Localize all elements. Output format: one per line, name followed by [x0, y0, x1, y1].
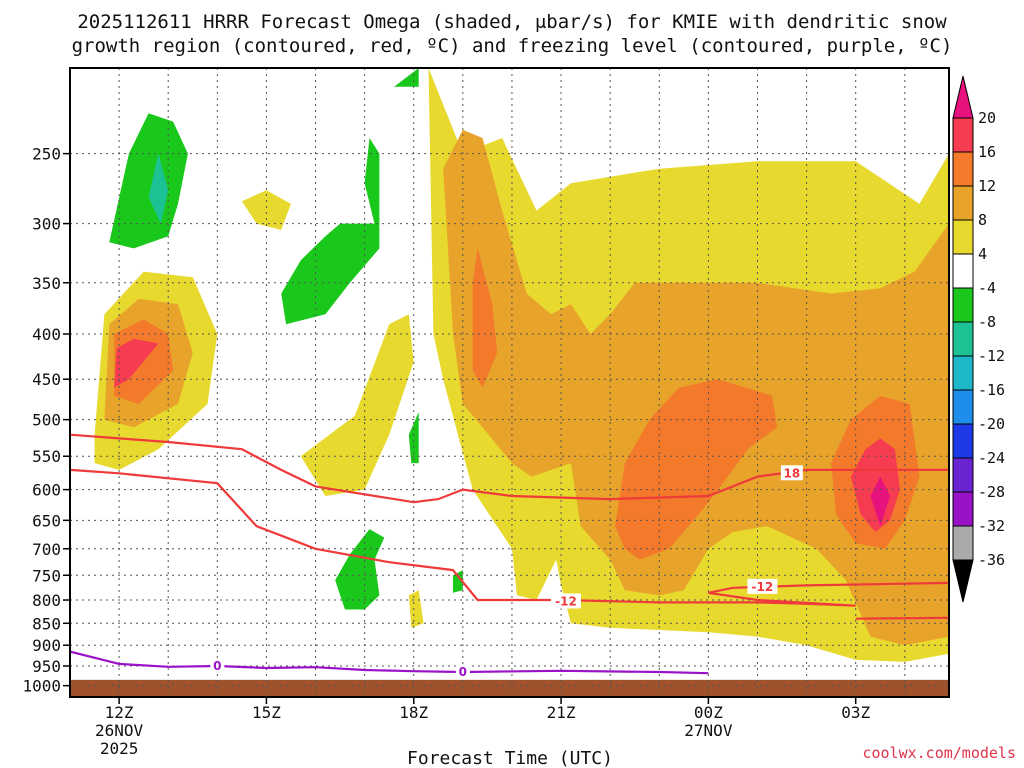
y-tick-label-950: 950	[32, 657, 61, 676]
y-tick-label-750: 750	[32, 566, 61, 585]
colorbar-swatch-0	[952, 117, 974, 153]
x-axis-title: Forecast Time (UTC)	[407, 748, 613, 768]
x-tick-label-00Z: 00Z	[694, 703, 723, 722]
colorbar-swatch-6	[952, 321, 974, 357]
colorbar-label--36: -36	[978, 551, 1005, 569]
omega-shading	[94, 68, 949, 662]
y-tick-label-500: 500	[32, 411, 61, 430]
colorbar-swatch-8	[952, 389, 974, 425]
credit-link[interactable]: coolwx.com/models	[862, 744, 1016, 762]
colorbar-swatch-10	[952, 457, 974, 493]
y-tick-label-850: 850	[32, 614, 61, 633]
colorbar-swatch-9	[952, 423, 974, 459]
y-axis-ticks: 250 300 350 400 450 500 550 600 650 700 750 800 850 9…	[22, 145, 70, 696]
contour-label-bg-4	[455, 663, 470, 679]
y-tick-label-650: 650	[32, 511, 61, 530]
x-tick-label-21Z: 21Z	[547, 703, 576, 722]
contour-dgz-minus18	[70, 433, 949, 504]
contour-label-3: 0	[213, 659, 221, 673]
colorbar-swatch-12	[952, 525, 974, 561]
x-tick-label-03Z: 03Z	[841, 703, 870, 722]
grid-lines	[70, 68, 949, 697]
y-tick-label-400: 400	[32, 325, 61, 344]
colorbar-label--28: -28	[978, 483, 1005, 501]
omega-region-magenta-13	[870, 476, 891, 527]
colorbar-label--4: -4	[978, 279, 996, 297]
x-tick-date-26NOV: 26NOV	[95, 721, 144, 740]
y-tick-label-350: 350	[32, 274, 61, 293]
y-tick-label-700: 700	[32, 540, 61, 559]
colorbar-swatch-1	[952, 151, 974, 187]
plot-frame	[69, 67, 950, 698]
colorbar-swatch-3	[952, 219, 974, 255]
contour-lines	[70, 433, 949, 675]
y-tick-label-800: 800	[32, 591, 61, 610]
y-tick-label-250: 250	[32, 145, 61, 164]
omega-region-orange-2	[114, 319, 174, 404]
omega-region-green-17	[408, 411, 419, 464]
colorbar-swatch-2	[952, 185, 974, 221]
colorbar-label--8: -8	[978, 313, 996, 331]
colorbar-label-12: 12	[978, 177, 996, 195]
x-tick-year-2025: 2025	[100, 739, 139, 758]
colorbar-swatch-7	[952, 355, 974, 391]
y-tick-label-900: 900	[32, 636, 61, 655]
colorbar-swatch-4	[952, 253, 974, 289]
contour-label-bg-0	[780, 465, 803, 481]
contour-label-2: -12	[752, 580, 774, 594]
y-tick-label-600: 600	[32, 481, 61, 500]
colorbar-label-4: 4	[978, 245, 987, 263]
omega-region-green-16	[281, 138, 380, 325]
colorbar-swatch-5	[952, 287, 974, 323]
contour-label-4: 0	[459, 665, 467, 679]
contour-dgz-minus18-lower	[855, 616, 949, 620]
colorbar: 20 16 12 8 4 -4 -8 -12 -16 -20 -24 -28 -32 -36	[952, 75, 1005, 603]
colorbar-label--20: -20	[978, 415, 1005, 433]
omega-region-yellow-4	[241, 190, 291, 230]
colorbar-label-8: 8	[978, 211, 987, 229]
omega-region-orange-10	[615, 379, 778, 560]
x-tick-label-15Z: 15Z	[252, 703, 281, 722]
colorbar-swatch-11	[952, 491, 974, 527]
y-tick-label-300: 300	[32, 215, 61, 234]
contour-label-bg-3	[210, 657, 225, 673]
y-tick-label-1000: 1000	[22, 677, 61, 696]
contour-freezing-level	[70, 650, 709, 675]
chart-title-line-2: growth region (contoured, red, ºC) and f…	[72, 35, 953, 57]
contour-labels: 18 -12 -12 0 0	[210, 465, 803, 679]
y-tick-label-550: 550	[32, 447, 61, 466]
colorbar-label-20: 20	[978, 109, 996, 127]
omega-region-yellow-5	[300, 314, 414, 496]
contour-label-0: 18	[784, 466, 801, 480]
omega-region-green-18	[335, 529, 385, 610]
contour-label-1: -12	[555, 594, 577, 608]
contour-label-bg-1	[550, 593, 581, 609]
omega-region-green-14	[109, 113, 188, 249]
contour-label-bg-2	[747, 578, 778, 594]
contour-dgz-minus12	[70, 468, 949, 607]
x-tick-label-12Z: 12Z	[105, 703, 134, 722]
colorbar-bottom-arrow	[952, 559, 974, 603]
omega-region-yellow-6	[408, 590, 424, 628]
chart-title-line-1: 2025112611 HRRR Forecast Omega (shaded, …	[77, 11, 947, 33]
colorbar-label--32: -32	[978, 517, 1005, 535]
omega-region-red-12	[850, 438, 900, 532]
omega-region-teal-15	[148, 153, 169, 224]
x-tick-date-27NOV: 27NOV	[684, 721, 733, 740]
colorbar-label--16: -16	[978, 381, 1005, 399]
colorbar-label-16: 16	[978, 143, 996, 161]
omega-region-green-19	[453, 570, 463, 593]
omega-region-green-20	[394, 68, 419, 87]
colorbar-top-arrow	[952, 75, 974, 119]
y-tick-label-450: 450	[32, 370, 61, 389]
colorbar-label--12: -12	[978, 347, 1005, 365]
ground-below-surface	[70, 679, 949, 697]
omega-region-red-3	[114, 338, 159, 388]
colorbar-label--24: -24	[978, 449, 1005, 467]
x-tick-label-18Z: 18Z	[399, 703, 428, 722]
